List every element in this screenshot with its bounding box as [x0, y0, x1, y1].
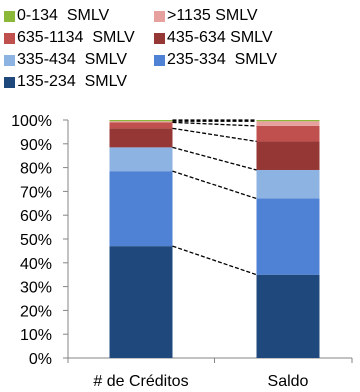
legend-label: 435-634 SMLV [167, 29, 273, 46]
connector-line [172, 170, 257, 200]
legend-item: 135-234 SMLV [4, 72, 127, 92]
connector-line [172, 245, 257, 276]
legend-swatch [154, 32, 165, 44]
legend-swatch [4, 10, 15, 22]
bar-segment [256, 274, 320, 358]
connector-line [172, 127, 257, 143]
y-tick-label: 10% [20, 327, 52, 344]
y-tick-label: 50% [20, 232, 52, 249]
y-tick-label: 20% [20, 303, 52, 320]
bar-segment [109, 122, 173, 129]
legend-item: >1135 SMLV [154, 6, 258, 26]
bar-segment [109, 246, 173, 358]
y-tick-label: 40% [20, 256, 52, 273]
bar-segment [256, 169, 320, 199]
legend-swatch [154, 54, 165, 66]
bar-segment [109, 121, 173, 123]
bar-segment [109, 171, 173, 247]
bar-segment [109, 147, 173, 172]
y-tick-label: 90% [20, 137, 52, 154]
x-category-label: # de Créditos [93, 373, 188, 390]
x-category-label: Saldo [268, 373, 309, 390]
y-tick-label: 30% [20, 280, 52, 297]
bar-segment [256, 125, 320, 142]
bar-segment [256, 141, 320, 170]
connector-line [172, 146, 257, 171]
y-tick-label: 70% [20, 184, 52, 201]
legend-item: 335-434 SMLV [4, 50, 127, 70]
legend-item: 435-634 SMLV [154, 28, 273, 48]
y-tick-label: 80% [20, 161, 52, 178]
legend-swatch [4, 76, 15, 88]
legend-item: 235-334 SMLV [154, 50, 277, 70]
bar-segment [256, 121, 320, 126]
bar-segment [256, 198, 320, 275]
y-tick-label: 0% [29, 351, 52, 368]
legend-label: 335-434 SMLV [17, 51, 127, 68]
legend-label: >1135 SMLV [167, 7, 258, 24]
legend-item: 0-134 SMLV [4, 6, 109, 26]
legend-label: 0-134 SMLV [17, 7, 110, 24]
connector-line [172, 121, 257, 127]
legend-label: 135-234 SMLV [17, 73, 127, 90]
legend-label: 635-1134 SMLV [17, 29, 135, 46]
bar-segment [109, 128, 173, 148]
y-tick-label: 60% [20, 208, 52, 225]
bar-segment [256, 120, 320, 122]
legend-swatch [154, 10, 165, 22]
bar-segment [109, 120, 173, 122]
legend-item: 635-1134 SMLV [4, 28, 135, 48]
legend-swatch [4, 32, 15, 44]
legend-swatch [4, 54, 15, 66]
legend-label: 235-334 SMLV [167, 51, 277, 68]
y-tick-label: 100% [11, 113, 52, 130]
